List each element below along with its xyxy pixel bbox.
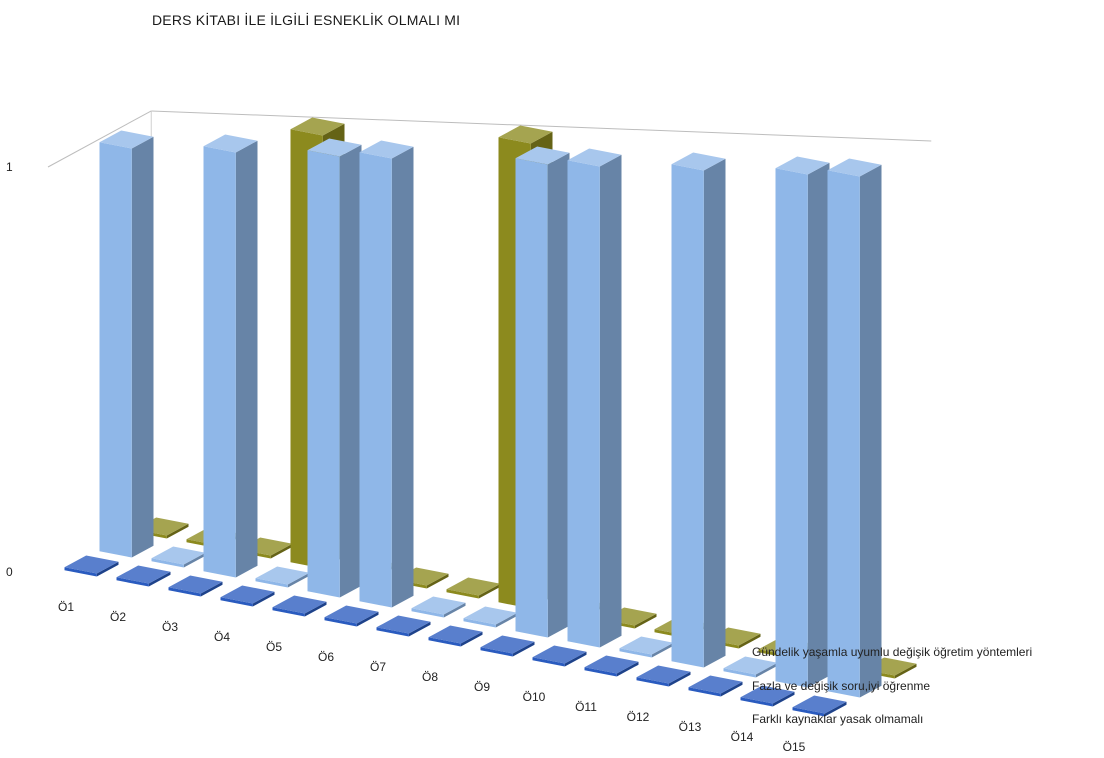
bar bbox=[168, 575, 223, 597]
bar bbox=[567, 148, 622, 648]
bar bbox=[203, 134, 258, 578]
bar bbox=[255, 566, 310, 588]
x-tick-label: Ö12 bbox=[627, 710, 650, 724]
bar bbox=[671, 152, 726, 668]
x-tick-label: Ö3 bbox=[162, 620, 178, 634]
y-axis-ticks: 01 bbox=[6, 160, 13, 579]
bar bbox=[584, 655, 639, 677]
x-tick-label: Ö2 bbox=[110, 610, 126, 624]
y-tick-label: 0 bbox=[6, 565, 13, 579]
bar bbox=[775, 156, 830, 688]
bar bbox=[359, 140, 414, 608]
bar bbox=[740, 685, 795, 707]
bar bbox=[792, 695, 847, 717]
bar bbox=[463, 606, 518, 628]
x-tick-label: Ö14 bbox=[731, 730, 754, 744]
bar bbox=[428, 625, 483, 647]
bar bbox=[220, 585, 275, 607]
legend-entry: Gündelik yaşamla uyumlu değişik öğretim … bbox=[752, 645, 1032, 659]
bar bbox=[619, 636, 674, 658]
x-tick-label: Ö5 bbox=[266, 640, 282, 654]
legend-entry: Fazla ve değişik soru,iyi öğrenme bbox=[752, 679, 930, 693]
bars bbox=[64, 117, 917, 717]
bar bbox=[515, 146, 570, 638]
x-tick-label: Ö6 bbox=[318, 650, 334, 664]
x-tick-label: Ö8 bbox=[422, 670, 438, 684]
bar bbox=[480, 635, 535, 657]
x-axis-labels: Ö1 Ö2 Ö3 Ö4 Ö5 Ö6 Ö7 Ö8 Ö9 Ö10 Ö11 Ö12 Ö13 Ö14 Ö15 bbox=[58, 600, 806, 754]
chart-title: DERS KİTABI İLE İLGİLİ ESNEKLİK OLMALI M… bbox=[152, 12, 461, 28]
bar bbox=[151, 546, 206, 568]
bar bbox=[723, 656, 778, 678]
bar bbox=[99, 130, 154, 558]
x-tick-label: Ö9 bbox=[474, 680, 490, 694]
x-tick-label: Ö10 bbox=[523, 690, 546, 704]
x-tick-label: Ö15 bbox=[783, 740, 806, 753]
x-tick-label: Ö4 bbox=[214, 630, 230, 644]
x-tick-label: Ö11 bbox=[575, 700, 597, 714]
legend-entry: Farklı kaynaklar yasak olmamalı bbox=[752, 712, 923, 726]
bar bbox=[636, 665, 691, 687]
bar bbox=[376, 615, 431, 637]
x-tick-label: Ö13 bbox=[679, 720, 702, 734]
bar bbox=[827, 158, 882, 698]
bar bbox=[64, 555, 119, 577]
bar bbox=[446, 577, 501, 599]
legend: Gündelik yaşamla uyumlu değişik öğretim … bbox=[752, 645, 1032, 726]
bar bbox=[272, 595, 327, 617]
bar bbox=[532, 645, 587, 667]
bar bbox=[324, 605, 379, 627]
x-tick-label: Ö7 bbox=[370, 660, 386, 674]
bar bbox=[307, 138, 362, 598]
bar bbox=[411, 596, 466, 618]
bar bbox=[688, 675, 743, 697]
y-tick-label: 1 bbox=[6, 160, 13, 174]
x-tick-label: Ö1 bbox=[58, 600, 74, 614]
bar bbox=[116, 565, 171, 587]
